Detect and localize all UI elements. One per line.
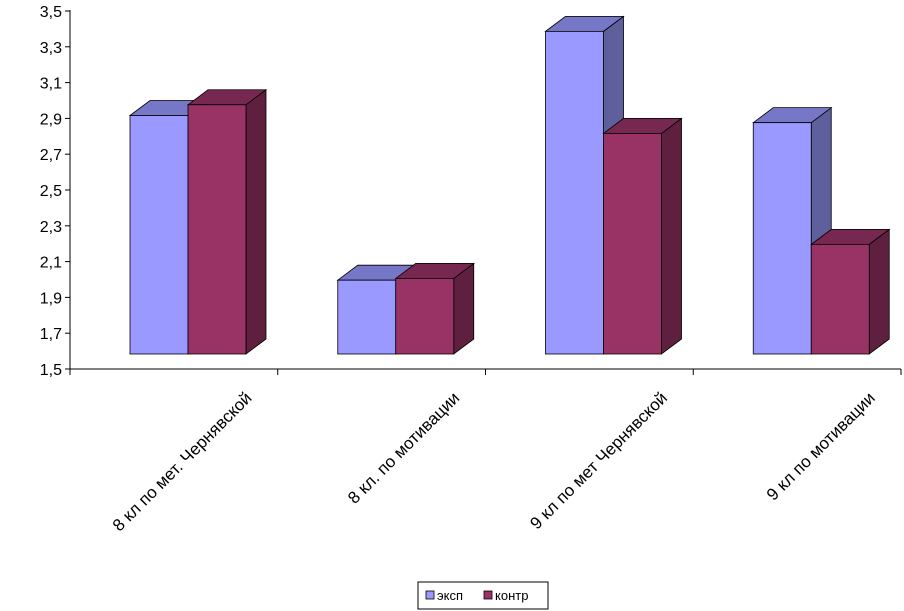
y-tick-label: 2,9: [40, 111, 62, 128]
bar-front: [810, 243, 870, 355]
bar-front: [395, 277, 455, 355]
bar-контр-2: [602, 117, 683, 355]
y-tick-label: 2,5: [40, 183, 62, 200]
category-label: 8 кл по мет. Чернявской: [109, 388, 256, 535]
bar-front: [752, 122, 812, 355]
y-tick-label: 1,5: [40, 362, 62, 379]
y-tick-label: 2,3: [40, 219, 62, 236]
y-tick-label: 3,5: [40, 4, 62, 21]
y-tick-label: 2,1: [40, 255, 62, 272]
bar-front: [603, 132, 662, 355]
bar-side: [661, 117, 682, 355]
y-tick-label: 1,7: [40, 326, 62, 343]
bar-front: [545, 30, 604, 355]
legend-swatch-kontr: [483, 590, 493, 600]
bar-контр-0: [186, 88, 268, 355]
bar-front: [337, 279, 397, 355]
legend: эксп контр: [417, 581, 549, 610]
category-label: 8 кл. по мотивации: [344, 388, 463, 507]
y-tick-label: 3,1: [40, 76, 62, 93]
axes: 1,5 1,7 1,9 2,1 2,3 2,5 2,7 2,9 3,1 3,3 3,5: [40, 4, 902, 379]
legend-box: [417, 581, 549, 610]
bar-front: [129, 115, 189, 355]
bar-front: [187, 104, 247, 355]
legend-swatch-eksp: [425, 590, 435, 600]
bar-side: [245, 88, 267, 355]
category-labels: 8 кл по мет. Чернявской 8 кл. по мотиваци…: [109, 388, 879, 535]
y-tick-label: 2,7: [40, 147, 62, 164]
y-tick-label: 3,3: [40, 40, 62, 57]
bar-side: [453, 262, 475, 355]
legend-label-eksp: эксп: [437, 588, 463, 603]
category-label: 9 кл по мет Чернявской: [526, 388, 671, 533]
bar-контр-1: [394, 262, 475, 355]
bar-side: [868, 228, 890, 355]
category-label: 9 кл по мотивации: [763, 388, 879, 504]
y-tick-label: 1,9: [40, 290, 62, 307]
bars: [128, 15, 891, 355]
bar-контр-3: [810, 228, 891, 355]
legend-label-kontr: контр: [495, 588, 528, 603]
